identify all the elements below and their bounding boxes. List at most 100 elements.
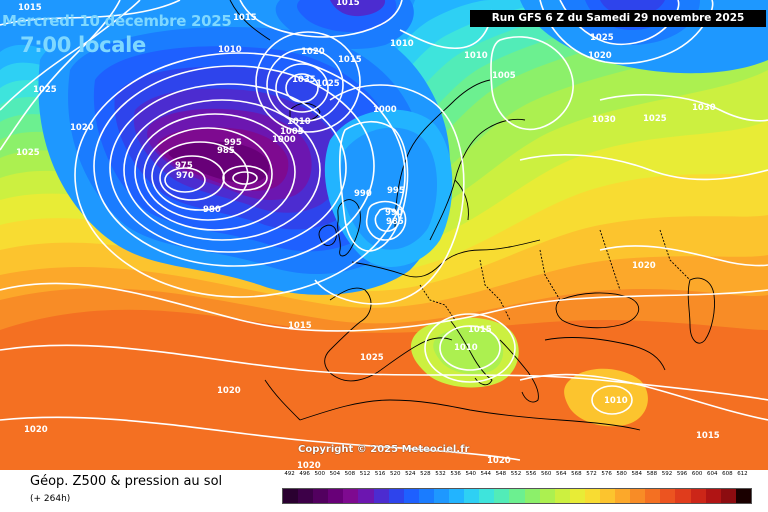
scale-swatch [524,489,540,503]
svg-text:1030: 1030 [592,115,616,125]
svg-text:970: 970 [176,171,194,181]
scale-tick-label: 528 [420,471,431,477]
svg-text:995: 995 [224,138,242,148]
scale-tick-label: 520 [389,471,401,477]
svg-text:1025: 1025 [643,114,667,124]
scale-swatch [433,489,450,503]
scale-tick-label: 516 [374,471,386,477]
svg-text:1020: 1020 [588,51,612,61]
scale-swatch [283,489,299,503]
svg-text:995: 995 [387,186,405,196]
isobar-labels: 1015 1015 1015 1025 1020 1025 1010 1020 … [16,0,720,470]
svg-text:1025: 1025 [16,148,40,158]
svg-text:1010: 1010 [604,396,628,406]
svg-text:1020: 1020 [487,456,511,466]
scale-swatch [358,489,374,503]
weather-map: 1015 1015 1015 1025 1020 1025 1010 1020 … [0,0,768,470]
svg-text:1015: 1015 [336,0,360,8]
svg-text:1020: 1020 [217,386,241,396]
scale-swatch [313,489,329,503]
run-info-banner: Run GFS 6 Z du Samedi 29 novembre 2025 [470,10,766,27]
scale-tick-label: 548 [495,471,507,477]
scale-tick-label: 608 [722,471,733,477]
scale-swatch [328,489,344,503]
scale-swatch [494,489,510,503]
svg-text:1005: 1005 [492,71,516,81]
svg-text:990: 990 [354,189,372,199]
svg-text:1025: 1025 [33,85,57,95]
svg-text:1010: 1010 [218,45,242,55]
svg-text:1000: 1000 [373,105,397,115]
forecast-lead-time: (+ 264h) [30,494,71,504]
scale-tick-label: 568 [571,471,582,477]
svg-text:1020: 1020 [301,47,325,57]
svg-text:1020: 1020 [24,425,48,435]
coastlines [229,0,715,431]
svg-text:1035: 1035 [292,75,316,85]
svg-text:990: 990 [385,208,403,218]
svg-text:1020: 1020 [632,261,656,271]
scale-swatch [554,489,570,503]
scale-tick-label: 496 [299,471,310,477]
scale-swatch [539,489,555,503]
scale-swatch [298,489,314,503]
svg-text:1005: 1005 [280,127,304,137]
scale-tick-label: 508 [344,471,356,477]
svg-text:1010: 1010 [454,343,478,353]
svg-text:975: 975 [175,161,193,171]
scale-tick-label: 572 [586,471,597,477]
svg-text:985: 985 [217,146,235,156]
scale-swatch [449,489,465,503]
scale-swatch [343,489,359,503]
svg-text:1025: 1025 [590,33,614,43]
svg-text:1025: 1025 [316,79,340,89]
scale-tick-label: 504 [329,471,341,477]
scale-swatch [464,489,480,503]
map-title: Géop. Z500 & pression au sol [30,474,223,489]
scale-swatch [373,489,389,503]
svg-text:980: 980 [203,205,221,215]
scale-tick-label: 500 [314,471,325,477]
svg-text:1015: 1015 [696,431,720,441]
scale-swatch [615,489,631,503]
scale-swatch [735,489,751,503]
scale-tick-label: 588 [646,471,658,477]
scale-swatch [479,489,495,503]
svg-text:1010: 1010 [390,39,414,49]
forecast-date: Mercredi 10 décembre 2025 [2,12,232,30]
scale-swatch [690,489,706,503]
scale-swatch [388,489,404,503]
scale-tick-label: 560 [540,471,552,477]
svg-text:1010: 1010 [287,117,311,127]
scale-tick-label: 544 [480,471,492,477]
scale-tick-label: 556 [525,471,537,477]
scale-swatch [675,489,691,503]
scale-tick-label: 600 [691,471,703,477]
scale-tick-label: 552 [510,471,522,477]
scale-swatch [705,489,721,503]
svg-text:1020: 1020 [297,461,321,470]
scale-swatch [720,489,736,503]
scale-swatch [569,489,585,503]
svg-text:1000: 1000 [272,135,296,145]
scale-swatch [509,489,525,503]
scale-tick-label: 532 [435,471,446,477]
isobar-lines [0,0,768,461]
svg-text:1015: 1015 [338,55,362,65]
svg-text:1030: 1030 [692,103,716,113]
svg-text:1020: 1020 [70,123,94,133]
scale-swatch [645,489,661,503]
scale-swatch [418,489,434,503]
scale-tick-label: 540 [465,471,476,477]
scale-tick-label: 596 [676,471,688,477]
scale-tick-label: 580 [616,471,627,477]
forecast-time: 7:00 locale [20,33,146,57]
scale-tick-label: 584 [631,471,643,477]
scale-tick-label: 536 [450,471,461,477]
svg-text:1025: 1025 [360,353,384,363]
scale-tick-label: 604 [707,471,718,477]
scale-swatch [403,489,419,503]
svg-text:1015: 1015 [233,13,257,23]
scale-tick-label: 564 [556,471,567,477]
scale-tick-label: 576 [601,471,612,477]
